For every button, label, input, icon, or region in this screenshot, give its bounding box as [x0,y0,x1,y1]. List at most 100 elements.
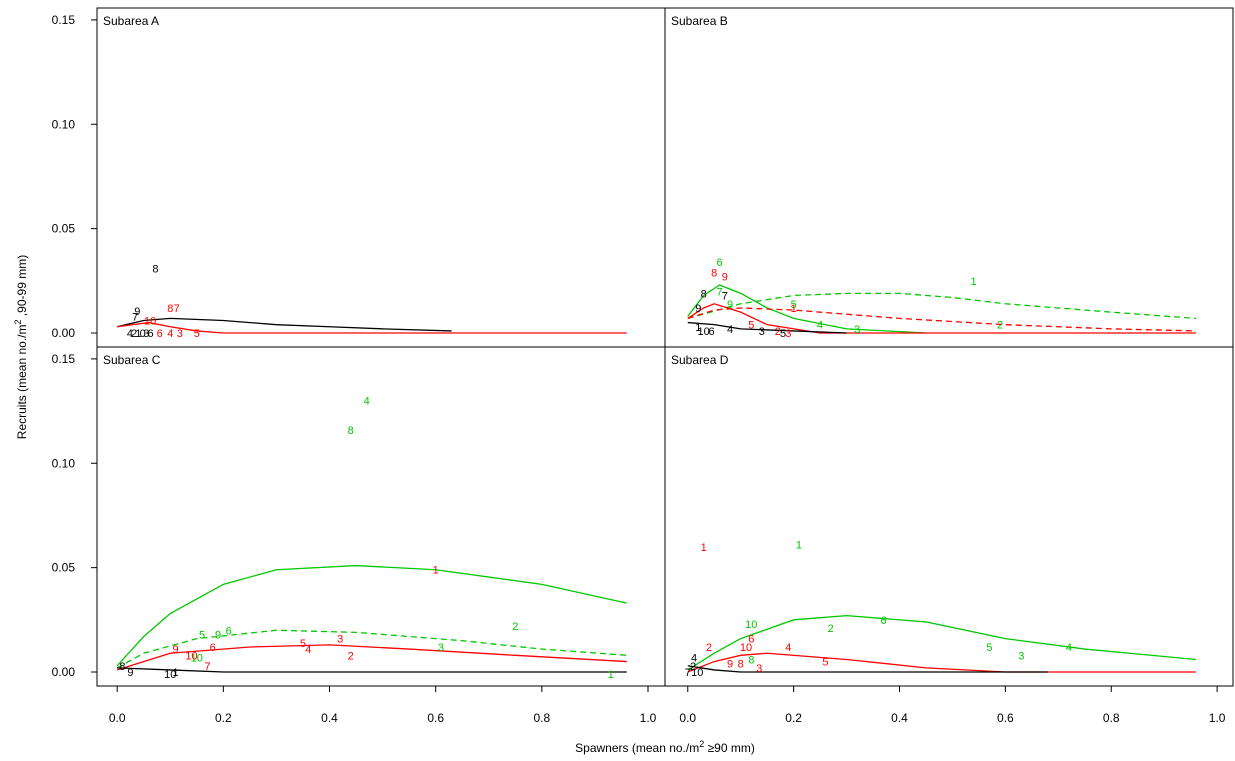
point-label: 3 [785,328,791,340]
point-label: 5 [822,657,828,669]
point-label: 7 [174,303,180,315]
point-label: 4 [127,328,133,340]
point-label: 5 [300,638,306,650]
y-label-part: Recruits (mean no./m [15,324,29,439]
x-tick-label: 0.0 [109,711,126,725]
point-label: 3 [337,634,343,646]
point-label: 2 [828,623,834,635]
x-tick-label: 0.6 [427,711,444,725]
point-label: 10 [745,619,757,631]
point-label: 6 [716,257,722,269]
point-label: 6 [709,326,715,338]
x-tick-label: 0.8 [1103,711,1120,725]
curve [117,321,627,334]
x-tick-label: 0.0 [679,711,696,725]
point-label: 2 [706,642,712,654]
point-label: 1 [971,276,977,288]
curve [687,652,1196,673]
x-label-part: ≥90 mm) [704,741,755,755]
x-label-sup: 2 [699,739,704,749]
point-label: 9 [215,629,221,641]
panel-frame [664,346,1234,687]
point-label: 5 [748,320,754,332]
point-label: 2 [348,650,354,662]
point-label: 9 [727,659,733,671]
point-label: 1 [695,322,701,334]
point-label: 6 [881,615,887,627]
panel-title: Subarea C [103,353,161,367]
point-label: 2 [775,326,781,338]
point-label: 7 [685,667,691,679]
curve [116,644,627,671]
point-label: 3 [759,326,765,338]
point-label: 1 [433,565,439,577]
point-label: 10 [144,315,156,327]
point-label: 9 [727,299,733,311]
x-tick-label: 0.2 [785,711,802,725]
x-tick-label: 0.4 [891,711,908,725]
y-tick-label: 0.10 [52,117,76,131]
x-tick-label: 1.0 [1209,711,1226,725]
point-label: 10 [691,667,703,679]
x-tick-label: 0.2 [215,711,232,725]
curve [687,307,1196,332]
point-label: 3 [177,328,183,340]
point-label: 10 [740,642,752,654]
y-tick-label: 0.00 [52,326,76,340]
panel-title: Subarea D [671,353,729,367]
point-label: 3 [143,328,149,340]
point-label: 8 [167,303,173,315]
point-label: 8 [748,654,754,666]
y-tick-label: 0.10 [52,456,76,470]
x-tick-label: 1.0 [640,711,657,725]
point-label: 8 [701,288,707,300]
y-tick-label: 0.05 [52,222,76,236]
point-label: 8 [152,263,158,275]
point-label: 9 [173,644,179,656]
point-label: 9 [127,667,133,679]
point-label: 5 [780,328,786,340]
point-label: 4 [1066,642,1072,654]
point-label: 1 [135,328,141,340]
point-label: 8 [348,425,354,437]
point-label: 5 [194,328,200,340]
x-tick-label: 0.6 [997,711,1014,725]
point-label: 10 [191,652,203,664]
point-label: 5 [199,629,205,641]
point-label: 7 [204,661,210,673]
panel-frame [96,346,666,687]
point-label: 7 [132,311,138,323]
y-tick-label: 0.00 [52,665,76,679]
point-label: 10 [698,326,710,338]
point-label: 2 [997,320,1003,332]
point-label: 9 [722,272,728,284]
point-label: 8 [711,267,717,279]
curve [117,667,627,673]
curve [116,629,627,669]
point-label: 4 [727,324,733,336]
panel-title: Subarea A [103,14,159,28]
x-tick-label: 0.8 [534,711,551,725]
curve [687,303,1196,334]
y-label-sup: 2 [13,319,23,324]
point-label: 1 [608,669,614,681]
point-label: 4 [691,652,697,664]
panel-frame [96,7,666,348]
point-label: 4 [167,328,173,340]
point-label: 7 [722,290,728,302]
point-label: 1 [791,303,797,315]
point-label: 4 [817,320,823,332]
point-label: 3 [854,324,860,336]
y-tick-label: 0.15 [52,13,76,27]
x-axis-label: Spawners (mean no./m2 ≥90 mm) [575,739,755,755]
point-label: 3 [756,663,762,675]
point-label: 10 [164,669,176,681]
point-label: 6 [157,328,163,340]
point-label: 1 [796,540,802,552]
point-label: 3 [1018,650,1024,662]
curve [687,615,1197,671]
panel-title: Subarea B [671,14,728,28]
point-label: 4 [785,642,791,654]
curve [687,284,927,334]
